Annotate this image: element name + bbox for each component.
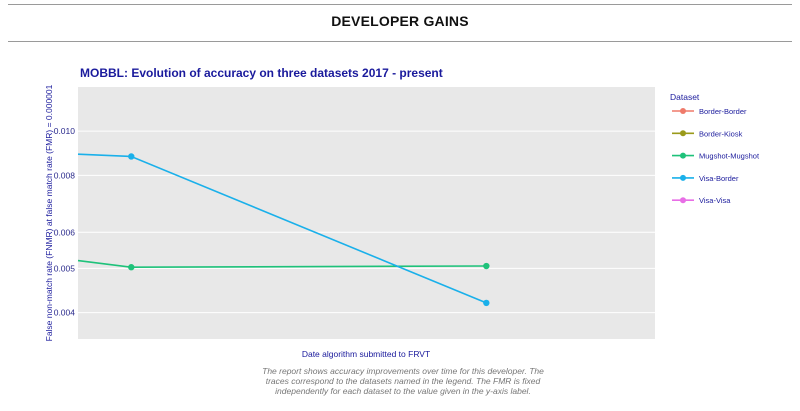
legend-marker xyxy=(680,174,686,181)
title-divider xyxy=(8,41,792,42)
legend-label: Border-Border xyxy=(699,107,747,116)
gridlines xyxy=(78,130,655,314)
legend-item-visa-border[interactable]: Visa-Border xyxy=(672,174,739,183)
legend-item-border-kiosk[interactable]: Border-Kiosk xyxy=(672,129,743,138)
data-point[interactable] xyxy=(128,264,135,271)
y-axis-ticks: 0.004 0.005 0.006 0.008 0.010 xyxy=(54,126,76,317)
legend-marker xyxy=(680,152,686,159)
data-point[interactable] xyxy=(483,262,490,270)
legend: Dataset Border-Border Border-Kiosk Mugshot… xyxy=(670,92,760,205)
legend-title: Dataset xyxy=(670,92,700,102)
series-layer xyxy=(77,153,490,307)
legend-label: Mugshot-Mugshot xyxy=(699,152,760,161)
y-tick-label: 0.006 xyxy=(54,227,76,237)
chart-caption: The report shows accuracy improvements o… xyxy=(262,366,544,396)
y-axis-label: False non-match rate (FNMR) at false mat… xyxy=(44,84,54,341)
y-tick-label: 0.010 xyxy=(54,126,76,136)
data-point[interactable] xyxy=(483,299,490,307)
legend-label: Visa-Visa xyxy=(699,196,731,205)
legend-label: Border-Kiosk xyxy=(699,129,743,138)
x-axis-label: Date algorithm submitted to FRVT xyxy=(302,349,430,359)
legend-marker xyxy=(680,108,686,114)
y-tick-label: 0.004 xyxy=(54,308,76,318)
data-point[interactable] xyxy=(128,153,135,160)
plot-area xyxy=(78,87,655,339)
y-tick-label: 0.005 xyxy=(54,263,76,273)
page-title: DEVELOPER GAINS xyxy=(331,13,469,29)
legend-item-border-border[interactable]: Border-Border xyxy=(672,107,747,116)
y-tick-label: 0.008 xyxy=(54,170,76,180)
legend-label: Visa-Border xyxy=(699,174,739,183)
legend-marker xyxy=(680,197,686,204)
legend-item-visa-visa[interactable]: Visa-Visa xyxy=(672,196,731,205)
top-divider xyxy=(8,4,792,5)
chart-title: MOBBL: Evolution of accuracy on three da… xyxy=(80,66,443,80)
legend-marker xyxy=(680,130,686,137)
legend-item-mugshot-mugshot[interactable]: Mugshot-Mugshot xyxy=(672,152,760,161)
